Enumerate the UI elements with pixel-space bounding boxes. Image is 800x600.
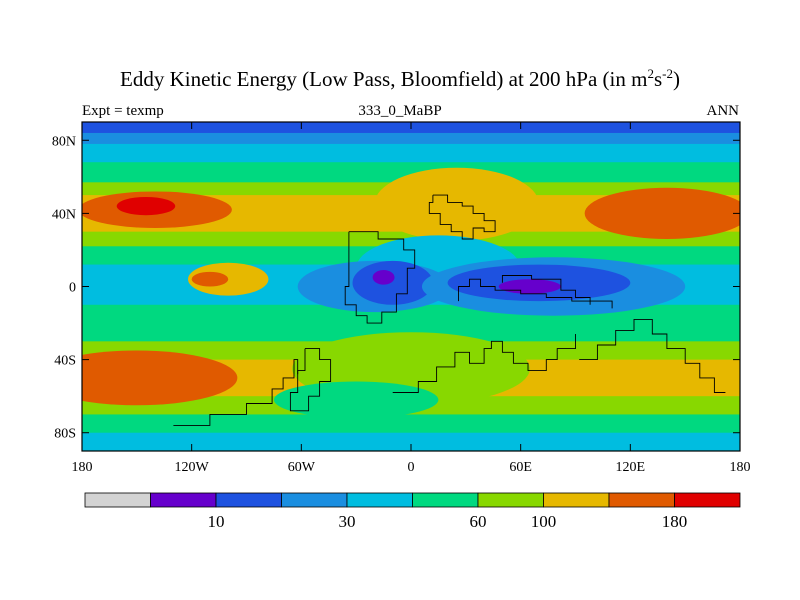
contour-band [82, 414, 740, 434]
period-label: ANN [706, 103, 740, 119]
contour-region [374, 167, 539, 241]
colorbar-label: 60 [470, 512, 487, 531]
x-tick-label: 180 [72, 460, 93, 475]
contour-region [82, 350, 238, 406]
y-tick-label: 80S [54, 427, 76, 442]
colorbar-swatch [674, 492, 741, 508]
coastline [458, 278, 613, 309]
coastline [501, 275, 591, 305]
contour-region [498, 279, 561, 294]
x-tick-label: 60W [288, 460, 316, 475]
contour-region [116, 196, 176, 216]
colorbar-swatch [346, 492, 413, 508]
contour-band [82, 432, 740, 451]
axes: 180 120W 60W 0 60E 120E 180 80N 40N 0 40S 80S [52, 122, 751, 475]
contour-region [188, 262, 269, 296]
coastline [392, 334, 576, 393]
colorbar-label: 100 [531, 512, 557, 531]
x-tick-label: 0 [408, 460, 415, 475]
chart-title: Eddy Kinetic Energy (Low Pass, Bloomfiel… [120, 66, 680, 91]
colorbar-swatch [543, 492, 610, 508]
contour-region [372, 270, 395, 285]
colorbar-swatch [215, 492, 282, 508]
coastline [344, 231, 416, 324]
contour-region [191, 271, 229, 287]
x-tick-label: 60E [509, 460, 532, 475]
contour-band [82, 143, 740, 163]
coastline [173, 359, 299, 426]
contour-region [584, 187, 740, 239]
colorbar-swatch [608, 492, 675, 508]
colorbar-label: 30 [339, 512, 356, 531]
colorbar-label: 180 [662, 512, 688, 531]
colorbar: 10 30 60 100 180 [84, 492, 741, 531]
coastline [579, 318, 726, 393]
experiment-label: Expt = texmp [82, 103, 164, 119]
colorbar-swatch [84, 492, 151, 508]
x-tick-label: 120W [175, 460, 210, 475]
contour-band [82, 162, 740, 183]
y-tick-label: 0 [69, 281, 76, 296]
contour-region [273, 381, 439, 419]
coastline [289, 348, 332, 412]
colorbar-swatch [477, 492, 544, 508]
colorbar-swatch [281, 492, 348, 508]
contour-band [82, 132, 740, 145]
colorbar-swatch [150, 492, 217, 508]
y-tick-label: 40N [52, 207, 76, 222]
y-tick-label: 80N [52, 134, 76, 149]
x-tick-label: 120E [616, 460, 646, 475]
y-tick-label: 40S [54, 354, 76, 369]
case-label: 333_0_MaBP [358, 103, 442, 119]
plot-area [82, 122, 740, 451]
x-tick-label: 180 [730, 460, 751, 475]
coastline [428, 194, 496, 240]
colorbar-label: 10 [208, 512, 225, 531]
contour-region [352, 260, 433, 305]
colorbar-swatch [412, 492, 479, 508]
